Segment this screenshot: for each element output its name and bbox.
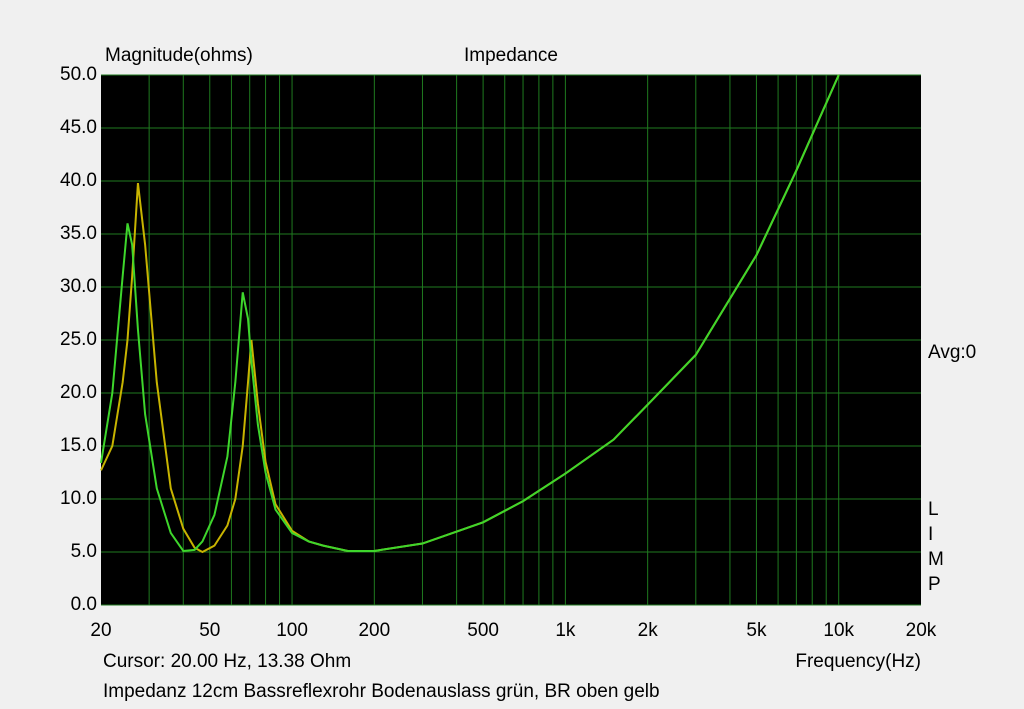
limp-letter: I	[928, 524, 933, 545]
limp-letter: P	[928, 574, 941, 595]
y-tick-label: 45.0	[60, 117, 97, 138]
x-tick-label: 20	[90, 620, 111, 641]
avg-label: Avg:0	[928, 342, 976, 363]
description: Impedanz 12cm Bassreflexrohr Bodenauslas…	[103, 681, 660, 702]
y-tick-label: 30.0	[60, 276, 97, 297]
x-tick-label: 10k	[823, 620, 854, 641]
x-axis-title: Frequency(Hz)	[795, 651, 921, 672]
x-tick-label: 50	[199, 620, 220, 641]
y-tick-label: 20.0	[60, 382, 97, 403]
x-tick-label: 500	[467, 620, 499, 641]
cursor-readout: Cursor: 20.00 Hz, 13.38 Ohm	[103, 651, 351, 672]
x-tick-label: 200	[358, 620, 390, 641]
y-tick-label: 15.0	[60, 435, 97, 456]
chart-title: Impedance	[464, 45, 558, 66]
x-tick-label: 20k	[906, 620, 937, 641]
impedance-curve	[100, 74, 840, 552]
y-tick-label: 10.0	[60, 488, 97, 509]
limp-letter: M	[928, 549, 944, 570]
x-tick-label: 1k	[555, 620, 576, 641]
y-tick-label: 5.0	[71, 541, 97, 562]
y-tick-label: 25.0	[60, 329, 97, 350]
x-tick-label: 5k	[746, 620, 767, 641]
y-tick-label: 50.0	[60, 64, 97, 85]
x-tick-label: 2k	[638, 620, 659, 641]
x-tick-label: 100	[276, 620, 308, 641]
limp-letter: L	[928, 499, 939, 520]
y-tick-label: 40.0	[60, 170, 97, 191]
y-axis-title: Magnitude(ohms)	[105, 45, 253, 66]
y-tick-label: 0.0	[71, 594, 97, 615]
y-tick-label: 35.0	[60, 223, 97, 244]
